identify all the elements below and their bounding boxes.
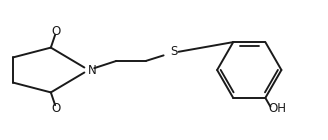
Text: OH: OH bbox=[269, 102, 287, 115]
Text: O: O bbox=[51, 25, 61, 38]
Text: S: S bbox=[170, 45, 177, 58]
Text: N: N bbox=[88, 64, 97, 76]
Text: O: O bbox=[51, 102, 61, 115]
